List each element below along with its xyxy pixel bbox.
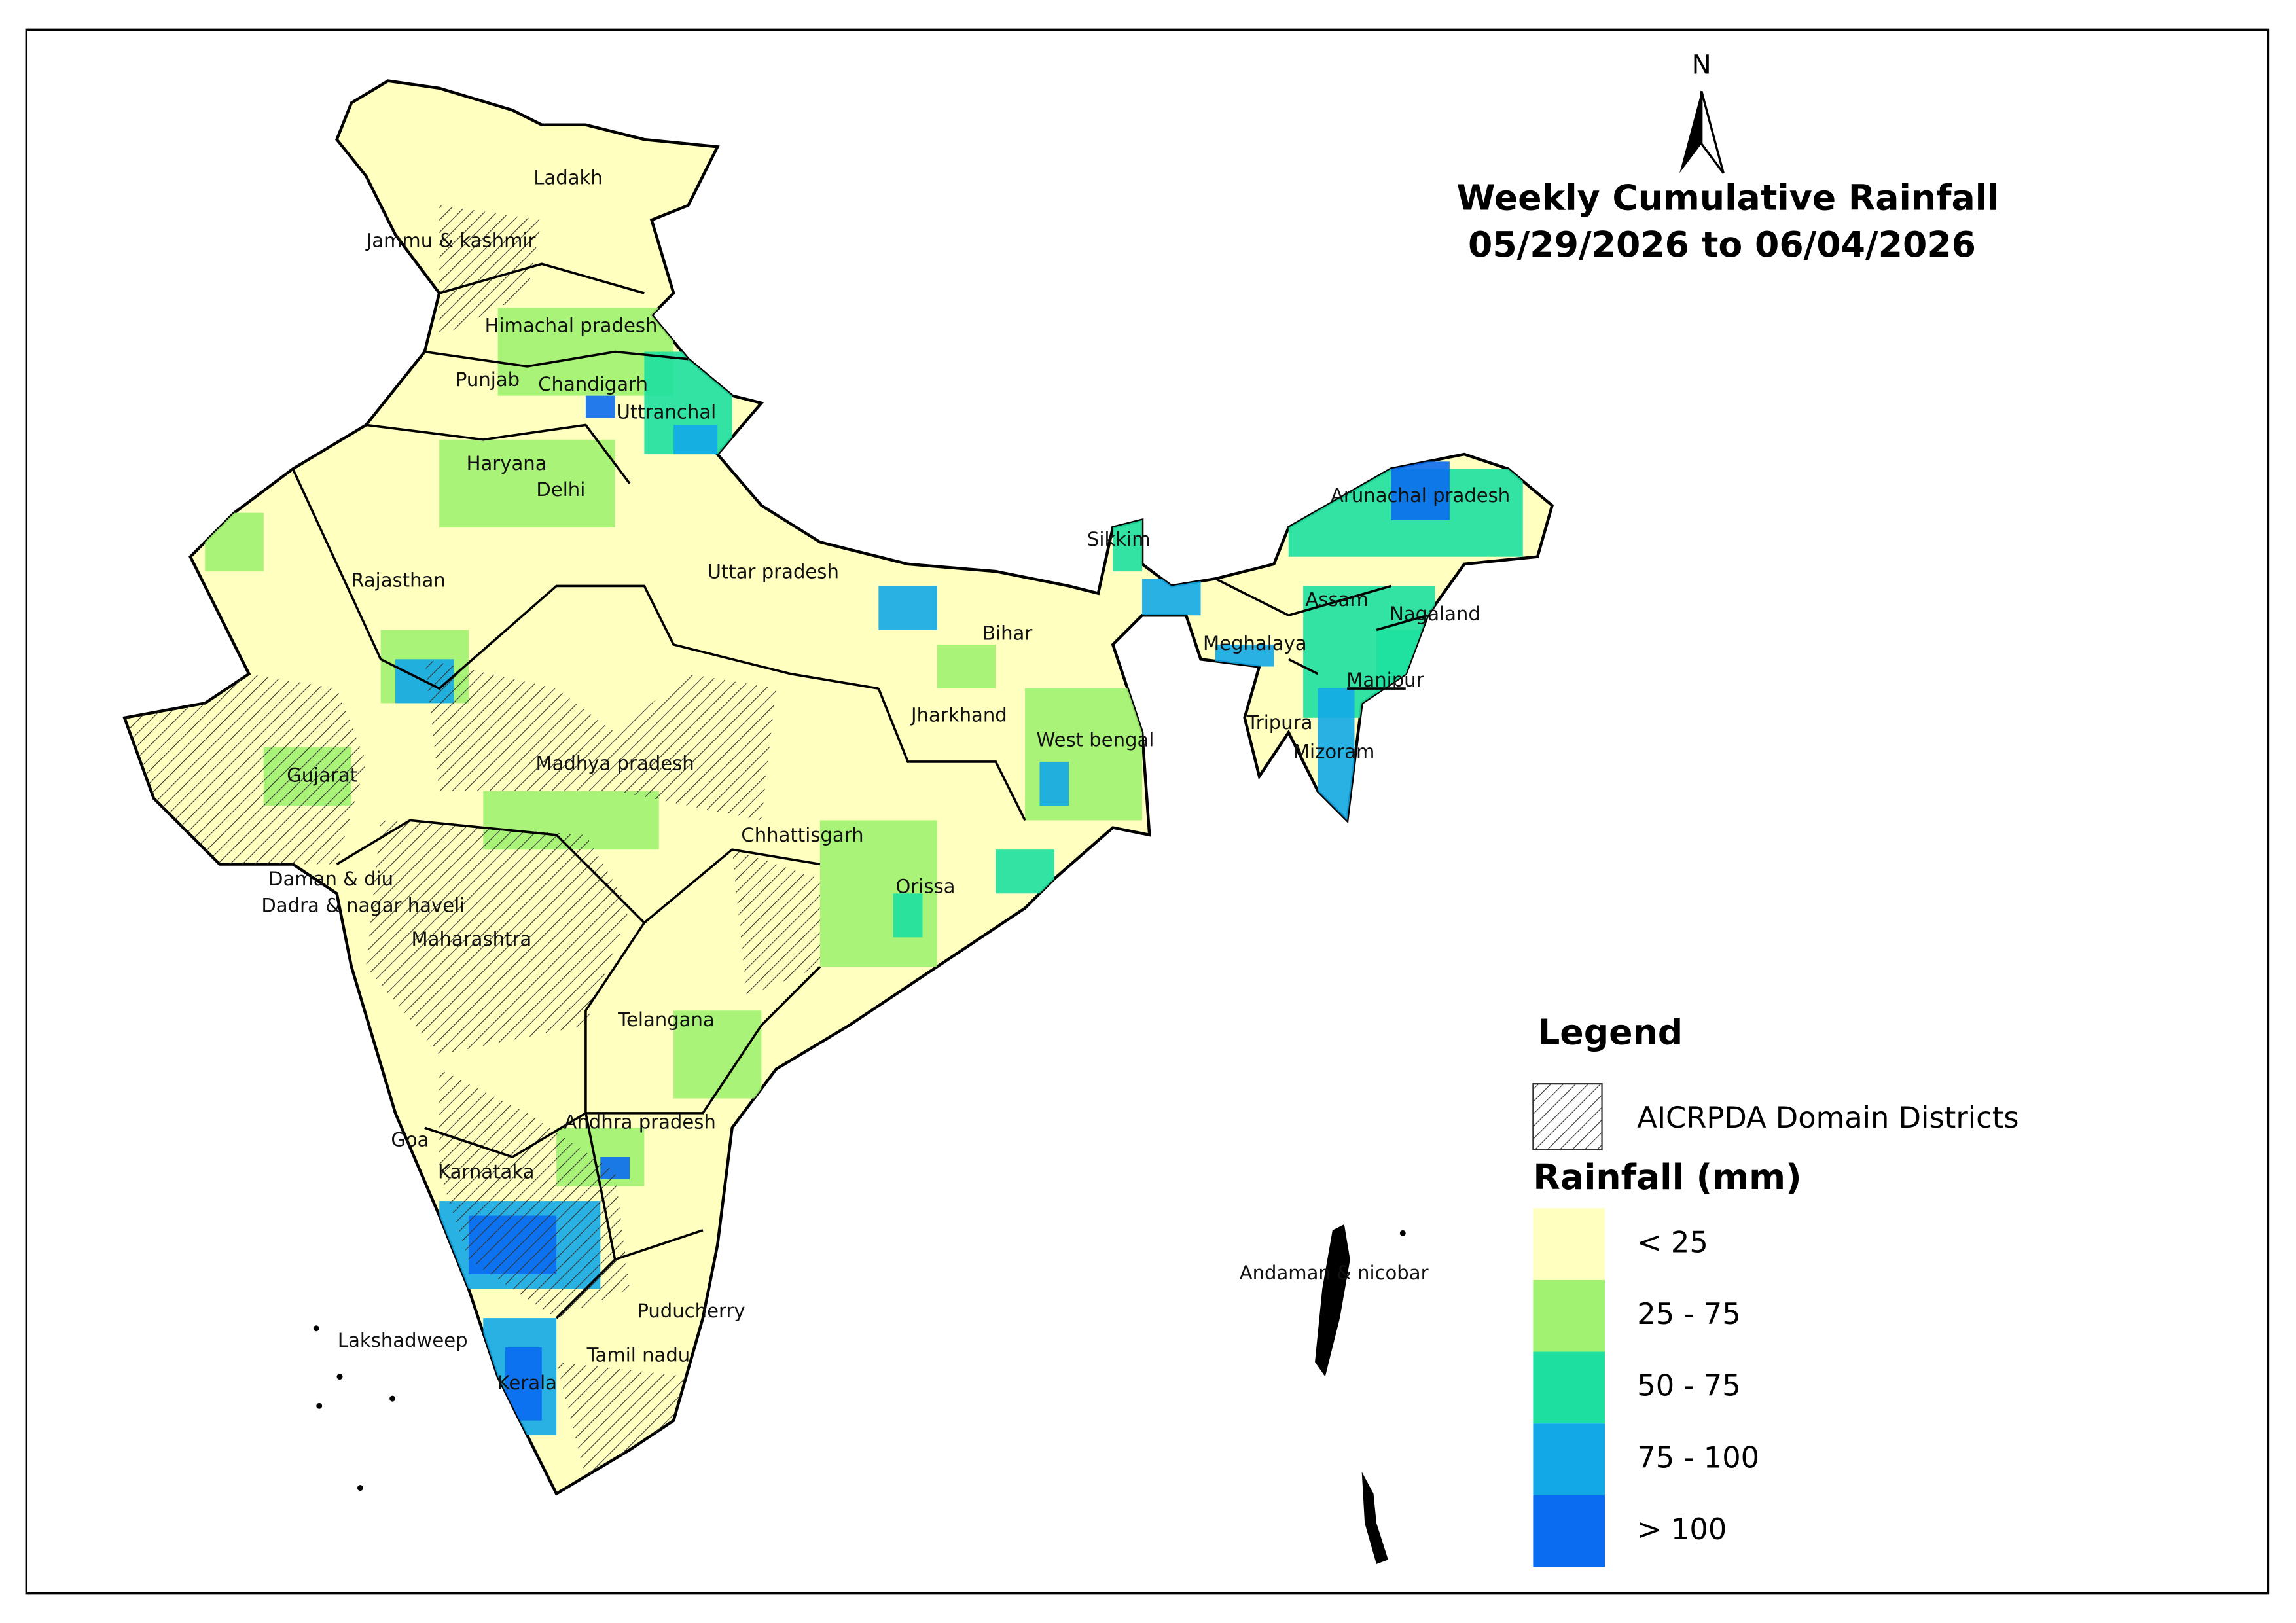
title: 05/29/2026 to 06/04/2026 [1468, 224, 1976, 265]
region-label: Haryana [467, 452, 547, 474]
region-label: Lakshadweep [338, 1329, 468, 1351]
region-label: Chhattisgarh [741, 824, 863, 846]
north-label: N [1692, 50, 1712, 80]
island [1399, 1230, 1406, 1236]
island [316, 1402, 323, 1409]
legend-label: > 100 [1637, 1512, 1727, 1546]
hatch-label: AICRPDA Domain Districts [1637, 1100, 2018, 1135]
legend-swatch [1533, 1351, 1605, 1424]
region-label: Ladakh [533, 167, 603, 189]
legend-swatch [1533, 1208, 1605, 1280]
rainfall-cell [937, 644, 996, 689]
hatch-area [124, 673, 367, 865]
region-label: Arunachal pradesh [1331, 484, 1510, 507]
domain-districts [124, 205, 820, 1480]
islands [313, 1224, 1406, 1564]
region-label: Maharashtra [412, 928, 532, 950]
legend-label: 75 - 100 [1637, 1440, 1759, 1474]
region-label: Karnataka [438, 1161, 534, 1183]
legend: Legend AICRPDA Domain Districts Rainfall… [1532, 1012, 2019, 1567]
region-label: Telangana [617, 1008, 715, 1031]
rainfall-cell [673, 1010, 762, 1099]
region-label: Puducherry [637, 1300, 745, 1322]
rainfall-cell [1039, 761, 1069, 806]
region-label: Chandigarh [538, 373, 648, 395]
hatch-area [439, 205, 542, 338]
region-label: Andaman & nicobar [1240, 1262, 1429, 1284]
north-arrow: N [1679, 50, 1725, 174]
legend-swatch [1533, 1495, 1605, 1567]
region-label: Bihar [982, 622, 1032, 644]
border [291, 262, 1428, 1319]
region-label: Tripura [1246, 711, 1312, 734]
legend-label: 50 - 75 [1637, 1368, 1740, 1403]
hatch-area [439, 1069, 630, 1319]
region-label: Orissa [895, 875, 955, 897]
region-label: Gujarat [287, 764, 357, 786]
rainfall-cell [996, 849, 1054, 894]
region-label: Mizoram [1293, 741, 1374, 763]
legend-swatch [1533, 1279, 1605, 1352]
island [389, 1395, 396, 1402]
title: Weekly Cumulative Rainfall [1456, 177, 1999, 218]
region-label: Daman & diu [268, 868, 393, 890]
arrow-left [1679, 91, 1702, 173]
hatch-area [732, 849, 820, 996]
region-label: Delhi [536, 478, 585, 501]
region-label: Uttar pradesh [708, 560, 839, 582]
rainfall-cell [819, 820, 937, 967]
region-label: Uttranchal [617, 401, 717, 423]
legend-label: 25 - 75 [1637, 1296, 1740, 1331]
region-label: Punjab [456, 368, 520, 391]
state-borders [291, 262, 1428, 1319]
region-label: Kerala [497, 1372, 557, 1394]
hatch-area [366, 820, 630, 1055]
rainfall-title: Rainfall (mm) [1533, 1156, 1801, 1198]
rainfall-cell [673, 425, 718, 455]
region-label: Andhra pradesh [564, 1111, 715, 1133]
region-labels: Ladakh Jammu & kashmir Himachal pradesh Pun… [261, 167, 1510, 1394]
island [336, 1374, 343, 1380]
rainfall-cell [585, 395, 615, 418]
region-label: Tamil nadu [586, 1344, 691, 1366]
region-label: Jammu & kashmir [365, 230, 536, 252]
region-label: Meghalaya [1203, 632, 1307, 654]
map-layer: Ladakh Jammu & kashmir Himachal pradesh Pun… [122, 79, 1554, 1564]
legend-swatch [1533, 1423, 1605, 1495]
rainfall-cell [893, 893, 923, 938]
region-label: Madhya pradesh [536, 752, 694, 774]
hatch-area [424, 659, 776, 821]
rainfall-cells [205, 308, 1523, 1436]
legend-label: < 25 [1637, 1224, 1708, 1259]
island [357, 1485, 363, 1491]
region-label: Goa [391, 1128, 429, 1150]
region-label: West bengal [1037, 729, 1155, 751]
rainfall-cell [439, 439, 615, 527]
rainfall-cell [878, 586, 937, 630]
legend-title: Legend [1537, 1012, 1683, 1053]
hatch-swatch [1532, 1083, 1603, 1150]
island [313, 1325, 319, 1332]
region-label: Himachal pradesh [485, 314, 658, 336]
island [1315, 1224, 1350, 1377]
region-label: Manipur [1346, 669, 1424, 691]
region-label: Assam [1305, 588, 1368, 611]
rainfall-cell [1391, 461, 1450, 520]
region-label: Jharkhand [910, 704, 1007, 726]
island [1361, 1471, 1388, 1564]
region-label: Sikkim [1087, 528, 1151, 550]
region-label: Dadra & nagar haveli [261, 894, 465, 916]
region-label: Rajasthan [351, 569, 446, 592]
region-label: Nagaland [1390, 603, 1480, 625]
